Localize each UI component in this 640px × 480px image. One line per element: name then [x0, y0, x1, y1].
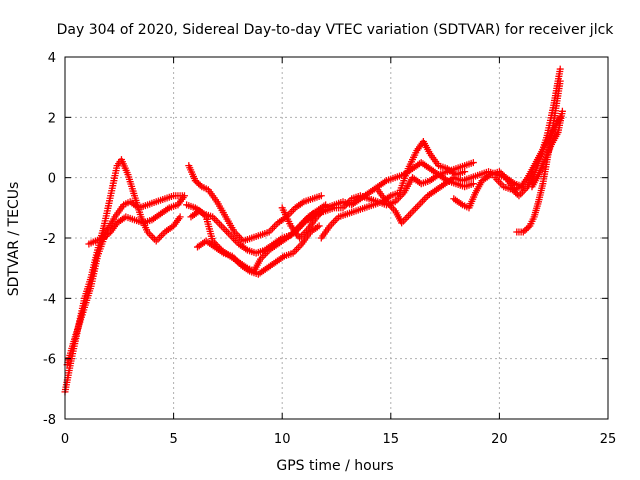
- data-point: [497, 169, 505, 177]
- data-series: [85, 192, 188, 248]
- y-tick-label: -6: [43, 353, 56, 368]
- x-tick-label: 5: [169, 432, 177, 447]
- data-point: [495, 168, 503, 176]
- data-series: [317, 137, 469, 242]
- data-point: [524, 223, 532, 231]
- y-tick-label: 0: [48, 172, 56, 187]
- data-point: [195, 180, 203, 188]
- y-tick-label: -4: [43, 292, 56, 307]
- data-point: [103, 231, 111, 239]
- data-point: [519, 228, 527, 236]
- data-point: [315, 222, 323, 230]
- data-point: [102, 232, 110, 240]
- data-point: [512, 189, 520, 197]
- data-point: [196, 207, 204, 215]
- data-point: [521, 226, 529, 234]
- axis-ticks: 0 5 10 15 20 25 -8 -6 -4 -2 0 2 4: [43, 51, 616, 447]
- data-point: [469, 180, 477, 188]
- data-point: [197, 208, 205, 216]
- y-tick-label: -2: [43, 232, 56, 247]
- data-point: [100, 234, 108, 242]
- grid-lines: [65, 57, 608, 419]
- data-point: [317, 192, 325, 200]
- data-point: [500, 172, 508, 180]
- data-point: [558, 107, 566, 115]
- x-axis-label: GPS time / hours: [276, 458, 393, 474]
- x-tick-label: 25: [600, 432, 617, 447]
- x-tick-label: 15: [383, 432, 400, 447]
- x-tick-label: 10: [274, 432, 291, 447]
- y-tick-label: 2: [48, 111, 56, 126]
- data-point: [180, 192, 188, 200]
- x-tick-label: 20: [491, 432, 508, 447]
- data-point: [510, 187, 518, 195]
- y-tick-label: 4: [48, 51, 56, 66]
- data-series: [193, 222, 323, 278]
- data-series: [513, 77, 564, 236]
- data-series: [63, 192, 186, 369]
- data-point: [461, 168, 469, 176]
- x-tick-label: 0: [61, 432, 69, 447]
- data-point: [499, 171, 507, 179]
- data-point: [201, 211, 209, 219]
- data-series: [61, 156, 184, 396]
- data-point: [523, 225, 531, 233]
- data-point: [191, 177, 199, 185]
- plot-frame: [64, 56, 609, 420]
- data-series: [185, 162, 325, 245]
- data-point: [556, 77, 564, 85]
- data-point: [508, 186, 516, 194]
- data-point: [469, 159, 477, 167]
- data-point: [556, 65, 564, 73]
- data-point: [176, 213, 184, 221]
- chart-title: Day 304 of 2020, Sidereal Day-to-day VTE…: [57, 22, 615, 38]
- y-tick-label: -8: [43, 413, 56, 428]
- data-marks: [61, 65, 566, 396]
- data-point: [193, 178, 201, 186]
- data-point: [196, 181, 204, 189]
- y-axis-label: SDTVAR / TECUs: [6, 182, 22, 297]
- data-point: [199, 210, 207, 218]
